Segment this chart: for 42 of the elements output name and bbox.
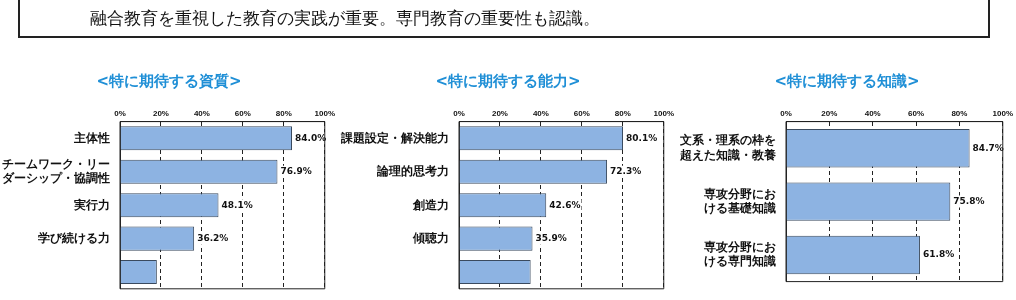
- x-tick-label: 40%: [193, 109, 210, 118]
- x-tick-label: 20%: [152, 109, 169, 118]
- chart-title: <特に期待する知識>: [773, 72, 921, 92]
- x-tick-label: 0%: [453, 109, 465, 118]
- y-tick-label: 論理的思考力: [376, 164, 449, 179]
- y-tick-label: 創造力: [412, 197, 449, 212]
- x-tick-label: 100%: [314, 109, 335, 118]
- y-tick-label: 専攻分野における基礎知識: [703, 186, 776, 216]
- x-tick-label: 80%: [275, 109, 292, 118]
- data-label: 42.6%: [549, 199, 581, 210]
- x-tick-label: 100%: [992, 109, 1013, 118]
- y-tick-label: 学び続ける力: [38, 230, 110, 245]
- y-tick-label: 文系・理系の枠を超えた知識・教養: [679, 133, 777, 162]
- data-label: 36.2%: [197, 232, 229, 243]
- x-tick-label: 100%: [653, 109, 674, 118]
- data-label: 72.3%: [610, 166, 642, 177]
- x-tick-label: 80%: [951, 109, 968, 118]
- x-tick-label: 0%: [114, 109, 126, 118]
- data-label: 48.1%: [221, 199, 253, 210]
- data-label: 35.9%: [535, 232, 567, 243]
- x-tick-label: 0%: [780, 109, 792, 118]
- y-tick-label: 専攻分野における専門知識: [703, 240, 776, 269]
- data-label: 80.1%: [626, 132, 658, 143]
- x-tick-label: 20%: [491, 109, 508, 118]
- y-tick-label: 主体性: [73, 130, 110, 145]
- x-tick-label: 80%: [614, 109, 631, 118]
- text: 融合教育を重視した教育の実践が重要。専門教育の重要性も認識。: [18, 0, 990, 38]
- x-tick-label: 20%: [821, 109, 838, 118]
- x-tick-label: 60%: [573, 109, 590, 118]
- chart-title: <特に期待する資質>: [95, 72, 243, 92]
- x-tick-label: 60%: [908, 109, 925, 118]
- data-label: 75.8%: [953, 195, 985, 206]
- chart-title: <特に期待する能力>: [434, 72, 582, 92]
- data-label: 76.9%: [280, 166, 312, 177]
- y-tick-label: 傾聴力: [412, 230, 449, 245]
- x-tick-label: 40%: [532, 109, 549, 118]
- x-tick-label: 40%: [864, 109, 881, 118]
- x-tick-label: 60%: [234, 109, 251, 118]
- y-tick-label: 実行力: [73, 197, 110, 212]
- y-tick-label: チームワーク・リーダーシップ・協調性: [2, 156, 110, 186]
- data-label: 61.8%: [922, 249, 955, 260]
- y-tick-label: 課題設定・解決能力: [340, 130, 449, 145]
